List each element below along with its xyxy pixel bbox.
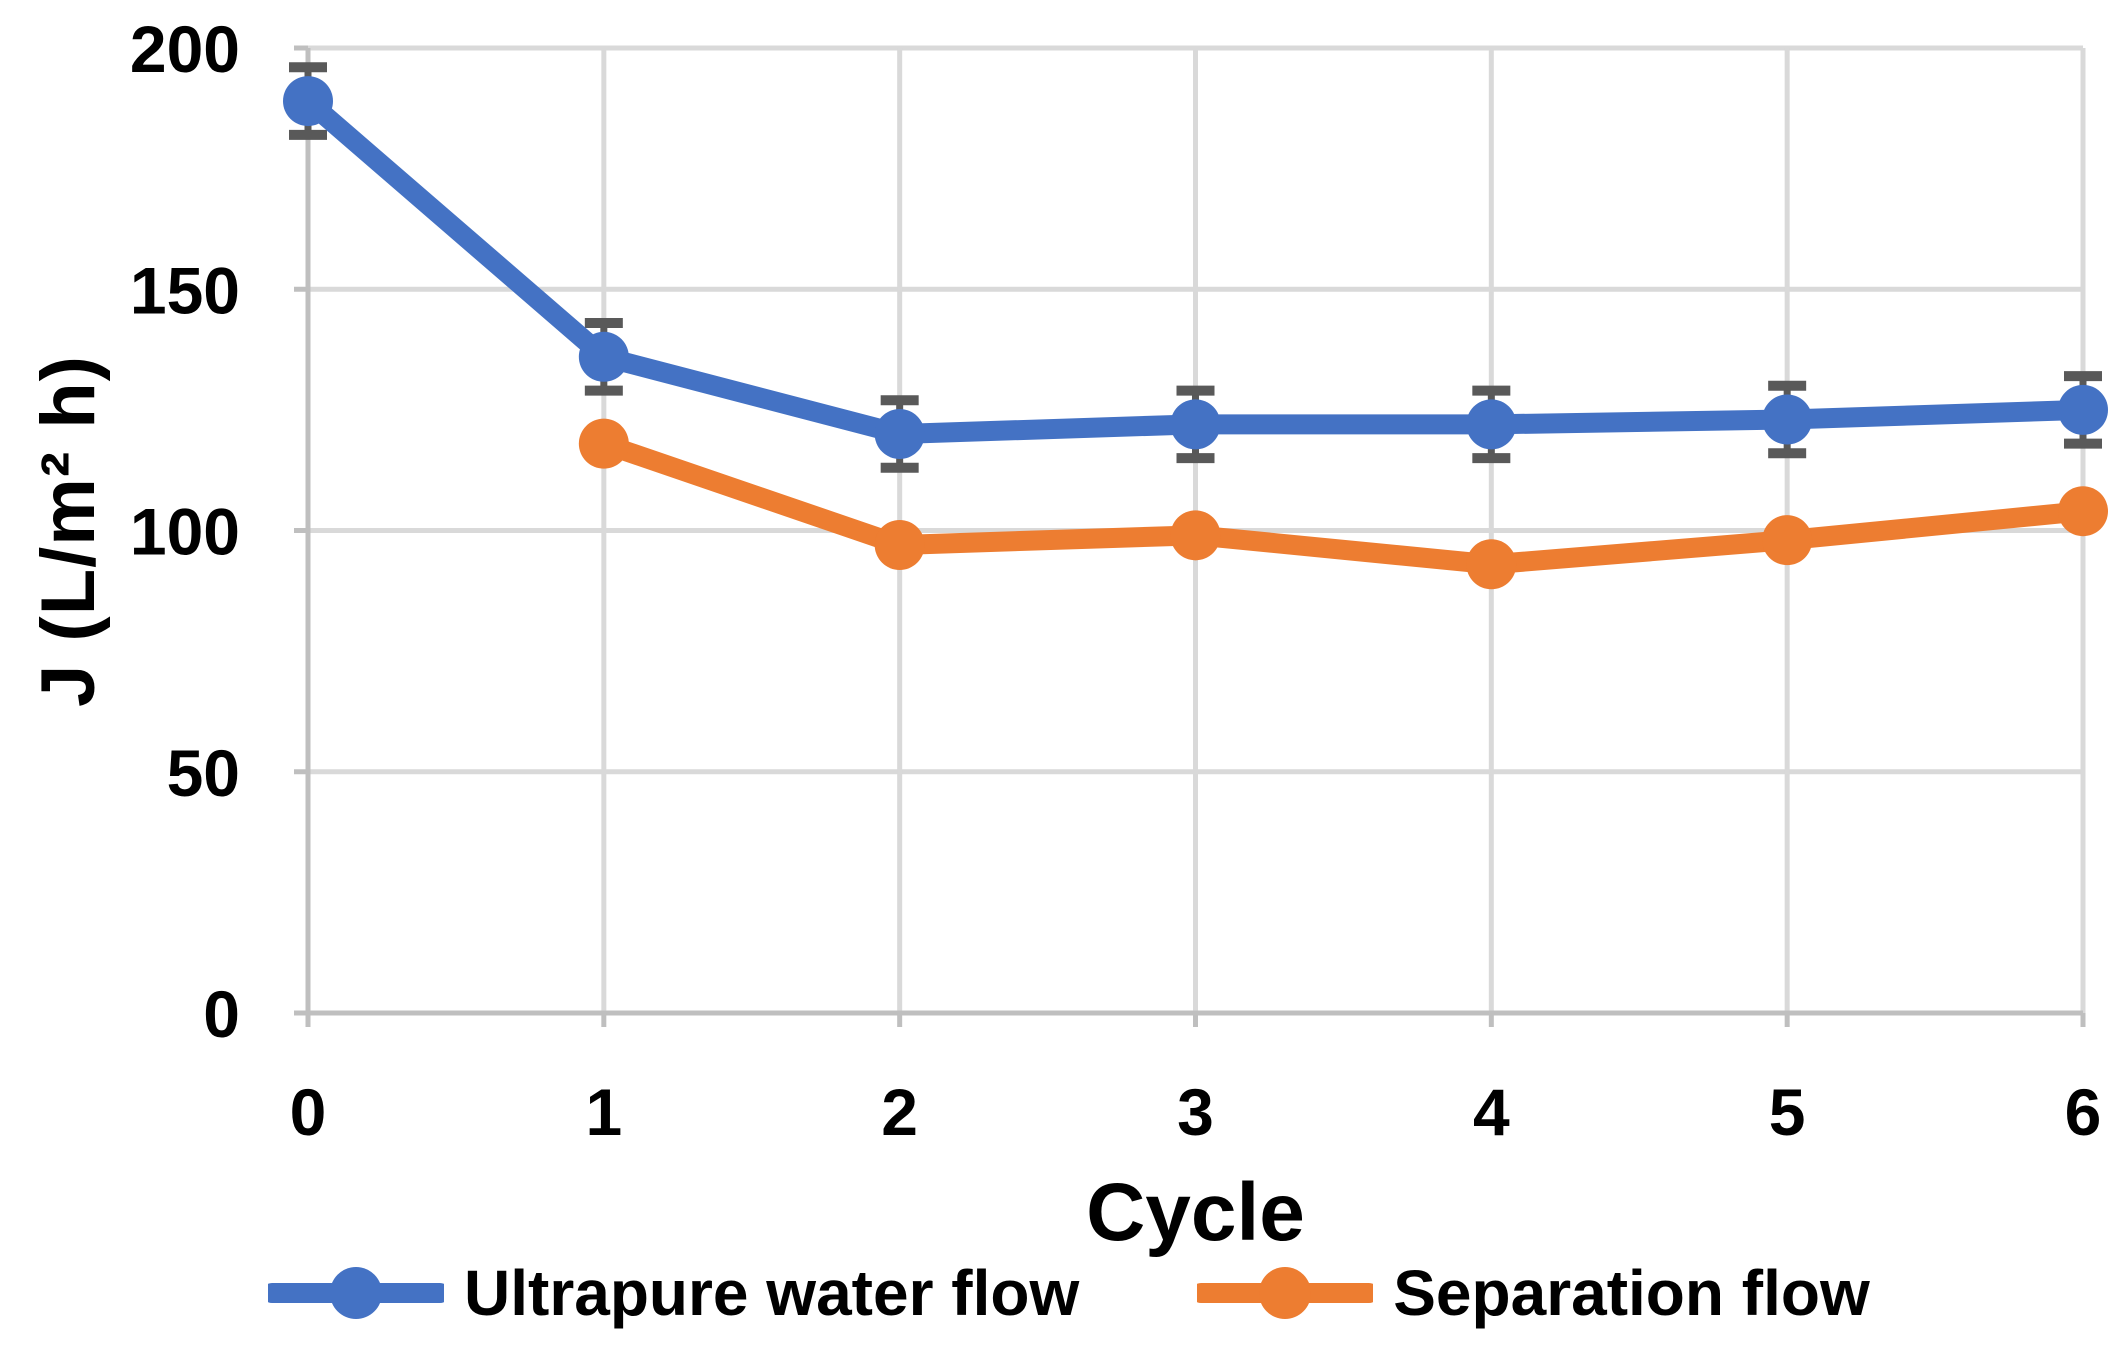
data-point-separation-flow xyxy=(1762,515,1813,566)
legend: Ultrapure water flow Separation flow xyxy=(268,1256,1870,1330)
x-tick-label: 3 xyxy=(1177,1075,1214,1149)
y-axis-title: J (L/m² h) xyxy=(25,354,111,707)
data-point-separation-flow xyxy=(1170,510,1221,561)
legend-marker-separation-flow xyxy=(1197,1267,1374,1319)
data-point-ultrapure-water-flow xyxy=(874,409,925,459)
y-tick-label: 150 xyxy=(130,253,240,327)
legend-item-separation-flow: Separation flow xyxy=(1197,1256,1870,1330)
series-line-separation-flow xyxy=(593,433,2093,575)
y-tick-label: 100 xyxy=(130,495,240,569)
x-tick-label: 1 xyxy=(585,1075,622,1149)
data-point-ultrapure-water-flow xyxy=(2058,384,2108,435)
data-point-ultrapure-water-flow xyxy=(1762,394,1813,445)
data-point-ultrapure-water-flow xyxy=(1170,399,1221,450)
data-point-ultrapure-water-flow xyxy=(578,331,629,382)
data-point-ultrapure-water-flow xyxy=(283,76,333,127)
x-axis-title: Cycle xyxy=(1086,1167,1305,1258)
legend-dot xyxy=(330,1267,382,1319)
y-tick-label: 200 xyxy=(130,12,240,86)
data-point-separation-flow xyxy=(578,418,629,469)
x-tick-label: 0 xyxy=(290,1075,327,1149)
data-point-ultrapure-water-flow xyxy=(1466,399,1517,450)
x-tick-label: 2 xyxy=(881,1075,918,1149)
data-point-separation-flow xyxy=(1466,539,1517,590)
legend-dot xyxy=(1259,1267,1312,1319)
y-tick-label: 0 xyxy=(203,977,240,1051)
legend-item-ultrapure-water-flow: Ultrapure water flow xyxy=(268,1256,1079,1330)
legend-label: Separation flow xyxy=(1393,1257,1870,1329)
y-axis-title-wrap: J (L/m² h) xyxy=(6,48,130,1013)
x-tick-label: 4 xyxy=(1473,1075,1510,1149)
legend-marker-ultrapure-water-flow xyxy=(268,1267,444,1319)
y-tick-label: 50 xyxy=(167,736,240,810)
legend-label: Ultrapure water flow xyxy=(464,1257,1080,1329)
data-point-separation-flow xyxy=(874,519,925,570)
x-tick-label: 6 xyxy=(2065,1075,2102,1149)
x-tick-label: 5 xyxy=(1769,1075,1806,1149)
data-point-separation-flow xyxy=(2058,486,2108,537)
